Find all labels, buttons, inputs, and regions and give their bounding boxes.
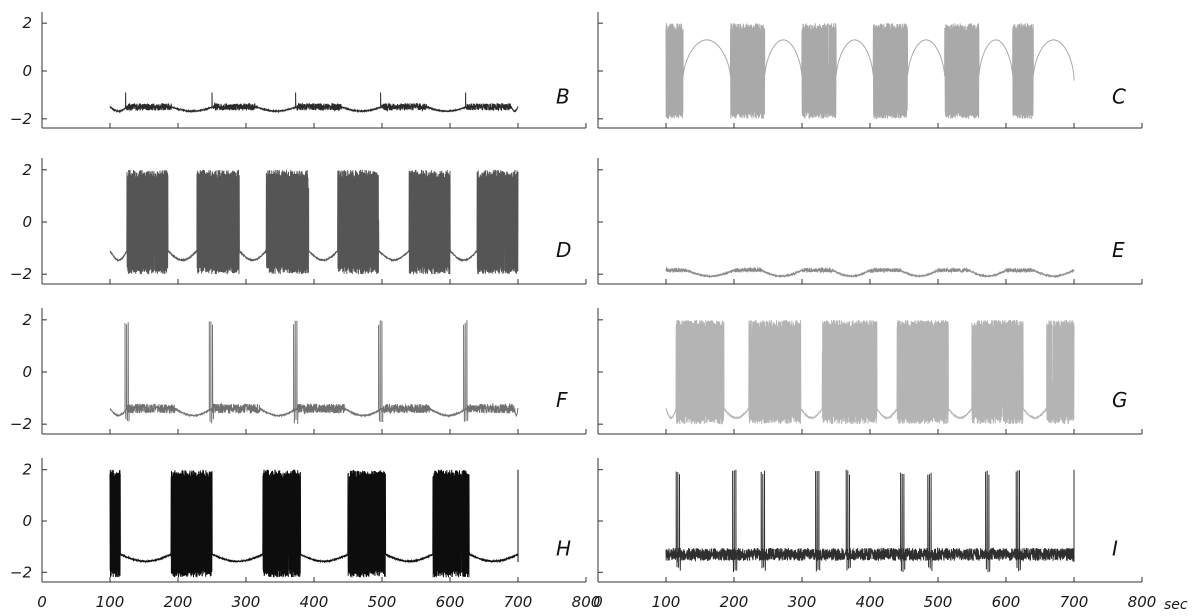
series-line-C (665, 23, 1075, 119)
panel-H: 2 0 −2 H 0 100 200 300 400 500 600 700 800 (10, 458, 600, 611)
series-line-I (665, 469, 1075, 573)
panel-label: G (1112, 388, 1128, 412)
x-tick-label: 800 (1128, 593, 1157, 611)
y-tick-label: 0 (22, 213, 32, 231)
panel-label: I (1112, 537, 1118, 561)
y-tick-label: −2 (10, 563, 32, 581)
x-tick-label: 500 (924, 593, 953, 611)
x-tick-label: 300 (788, 593, 817, 611)
x-tick-label: 100 (96, 593, 125, 611)
x-tick-label: 700 (1060, 593, 1089, 611)
panel-label: B (556, 84, 570, 108)
series-line-H (109, 469, 519, 578)
y-tick-label: 0 (22, 363, 32, 381)
panel-G: G (597, 308, 1143, 435)
series-line-G (665, 319, 1075, 425)
panel-label: F (556, 388, 568, 412)
panel-label: H (556, 537, 571, 561)
y-tick-label: −2 (10, 415, 32, 433)
y-tick-label: 2 (22, 461, 32, 479)
y-tick-label: 2 (22, 311, 32, 329)
panel-B: 2 0 −2 B (10, 12, 587, 129)
panel-I: I 0 100 200 300 400 500 600 700 800 (593, 458, 1156, 611)
x-tick-label: 800 (572, 593, 601, 611)
panel-D: 2 0 −2 D (10, 158, 587, 285)
x-tick-label: 100 (652, 593, 681, 611)
x-tick-label: 200 (720, 593, 749, 611)
y-tick-label: −2 (10, 265, 32, 283)
y-tick-label: 0 (22, 512, 32, 530)
panel-C: C (597, 12, 1143, 129)
series-line-F (109, 320, 519, 424)
y-tick-label: 0 (22, 62, 32, 80)
y-tick-label: 2 (22, 161, 32, 179)
x-tick-label: 400 (300, 593, 329, 611)
series-line-E (665, 266, 1075, 279)
x-tick-label: 200 (164, 593, 193, 611)
panel-label: C (1112, 84, 1126, 108)
panel-label: D (556, 238, 571, 262)
series-line-D (109, 169, 519, 275)
y-tick-label: −2 (10, 110, 32, 128)
x-tick-label: 400 (856, 593, 885, 611)
series-line-B (109, 92, 519, 114)
panel-E: E (597, 158, 1143, 285)
x-tick-label: 0 (593, 593, 603, 611)
x-tick-label: 600 (436, 593, 465, 611)
x-tick-label: 500 (368, 593, 397, 611)
y-tick-label: 2 (22, 14, 32, 32)
x-tick-label: 600 (992, 593, 1021, 611)
panel-F: 2 0 −2 F (10, 308, 587, 435)
x-tick-label: 300 (232, 593, 261, 611)
panel-label: E (1112, 238, 1125, 262)
x-tick-label: 0 (37, 593, 47, 611)
x-tick-label: 700 (504, 593, 533, 611)
x-unit-label: sec (1164, 597, 1188, 613)
